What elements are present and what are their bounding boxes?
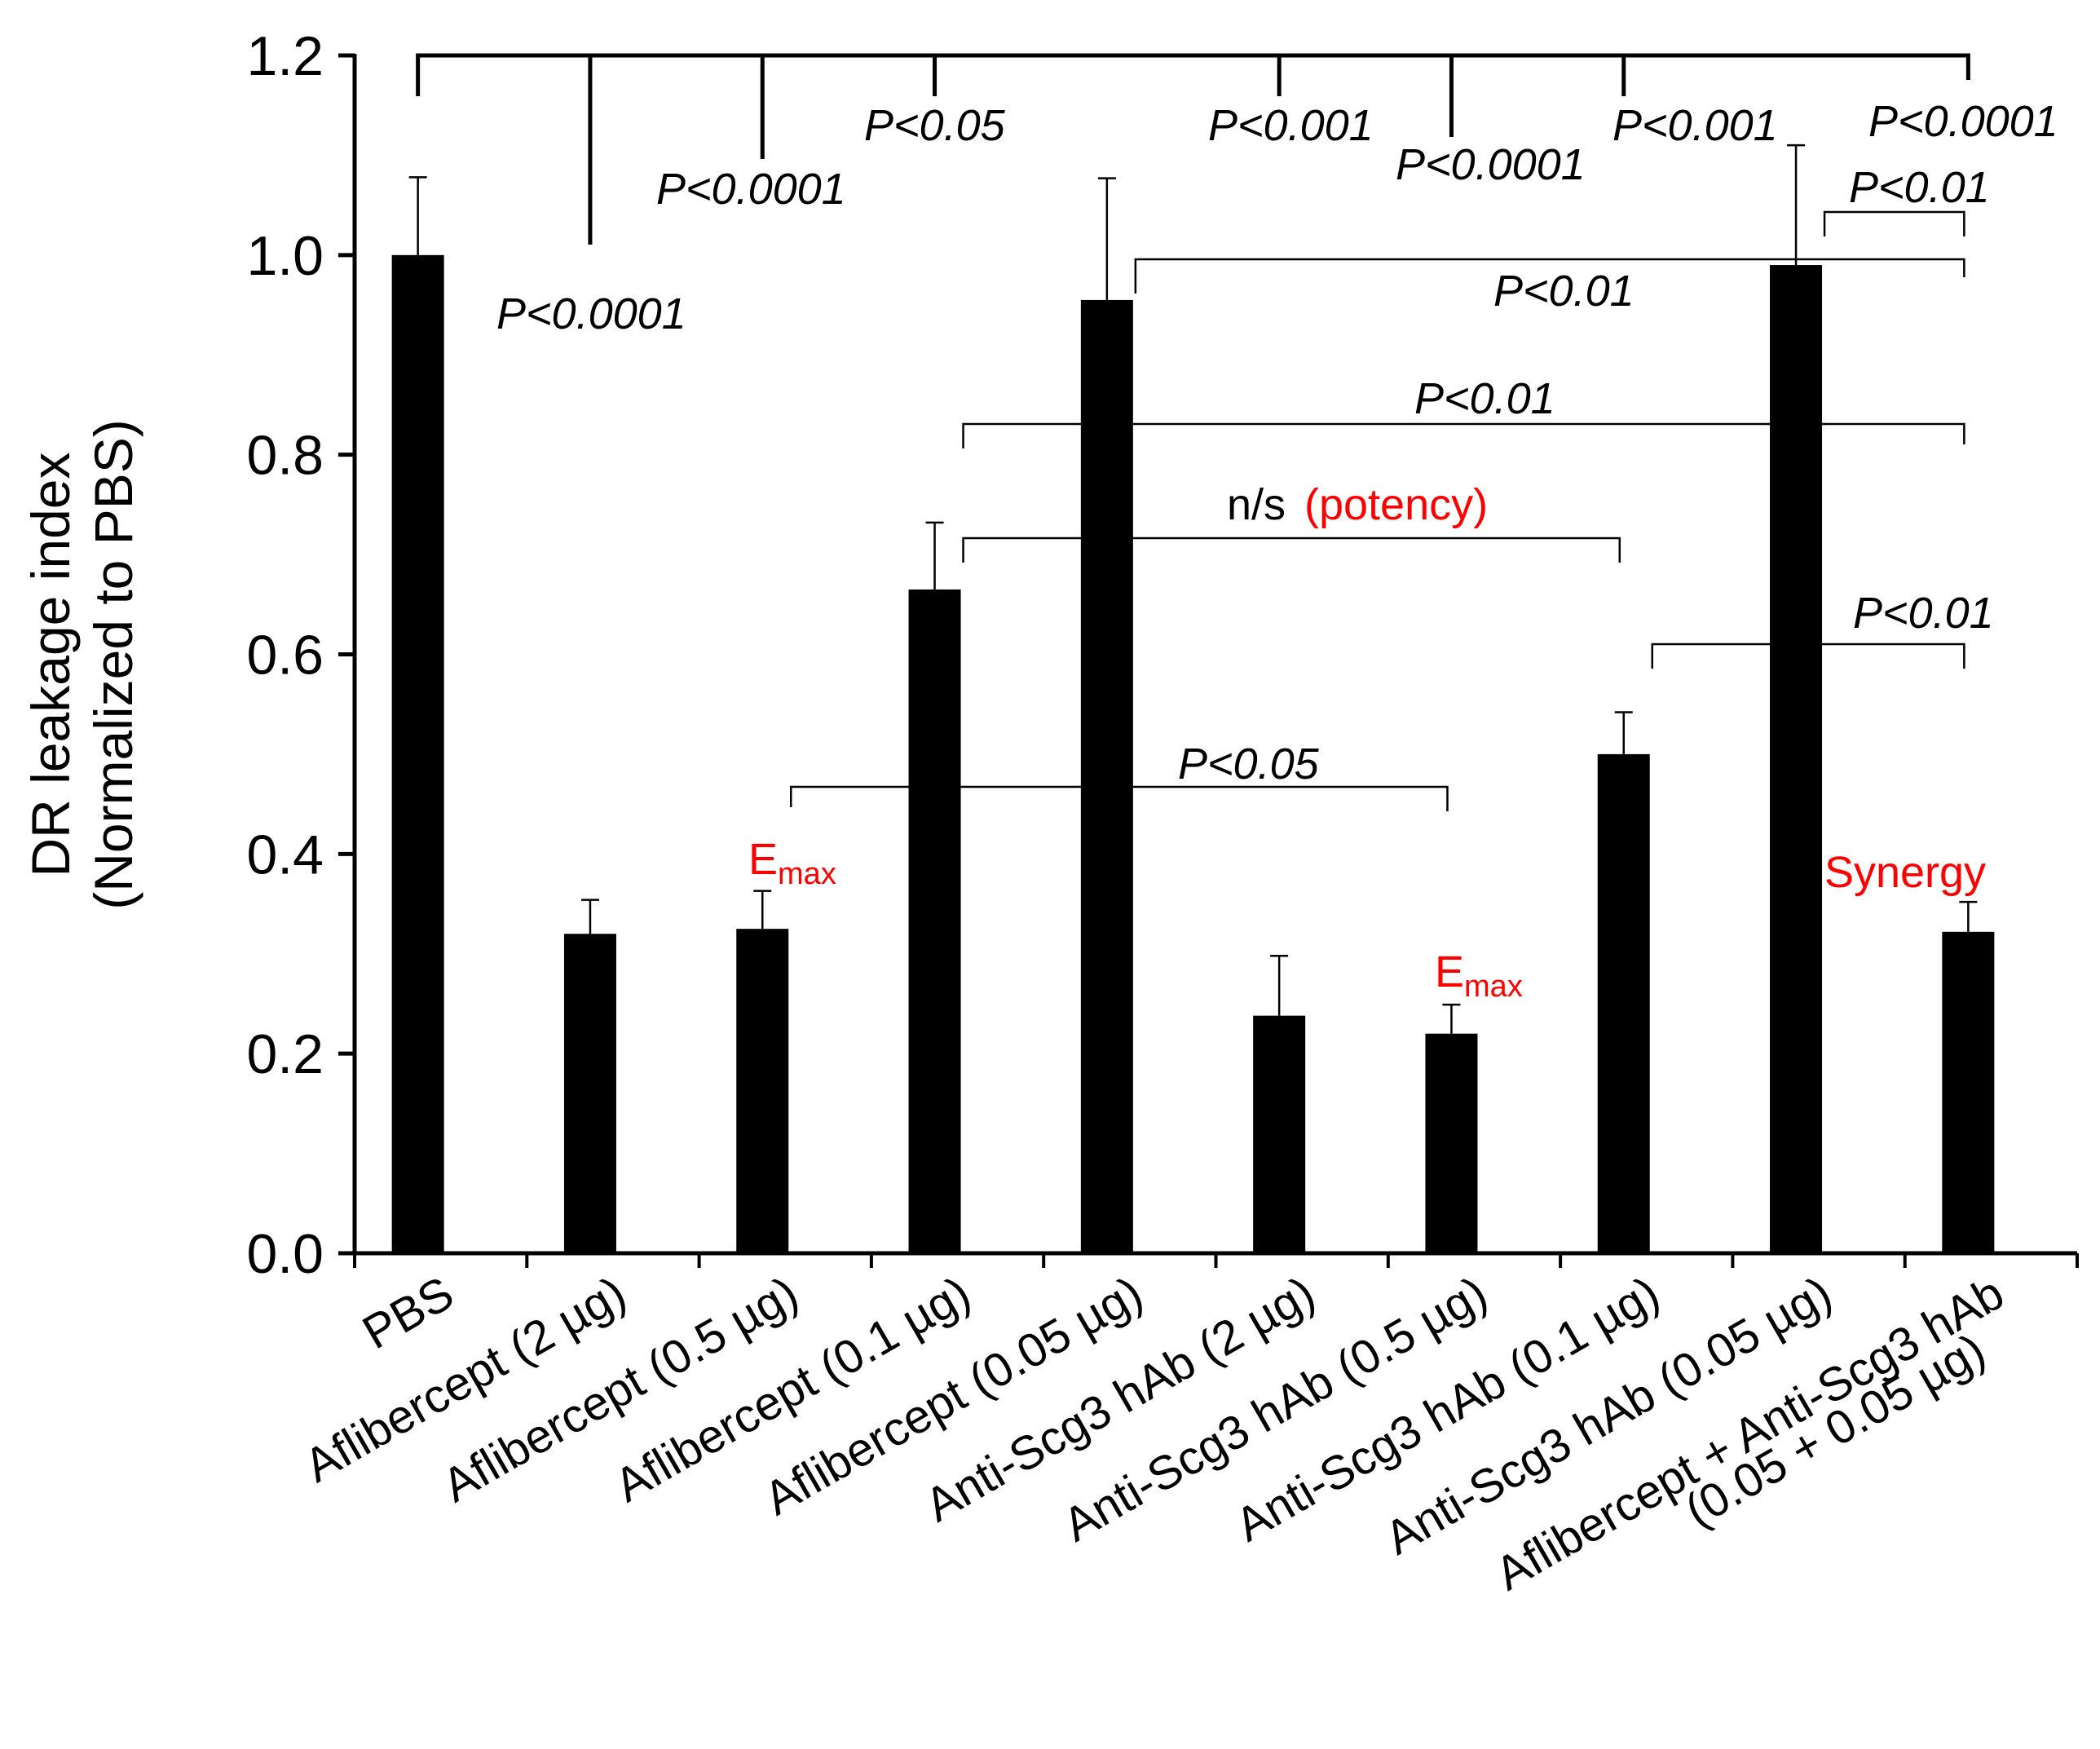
bracket-aflib-05-vs-scg3-05 [790,785,1449,811]
y-tick-label: 0.2 [246,1023,324,1085]
bracket-scg3-005-vs-combo [1823,210,1965,236]
p-label-aflib-005-vs-combo: P<0.01 [1493,267,1635,316]
p-label-combo: P<0.0001 [1868,97,2058,146]
significance-brackets [416,53,1970,811]
y-axis-label-line2: (Normalized to PBS) [83,419,143,910]
bars [391,254,1995,1254]
bar [1597,753,1650,1253]
p-label-scg3-01-vs-combo: P<0.01 [1853,589,1994,638]
bracket-aflib-01-vs-combo [962,422,1965,448]
y-tick-label: 0.6 [246,625,324,687]
potency-label: (potency) [1304,480,1488,529]
bar [908,589,961,1253]
bar [1425,1033,1478,1253]
bracket-aflib-01-vs-scg3-01 [962,537,1621,563]
p-label-aflib-05-vs-scg3-05: P<0.05 [1178,740,1320,788]
bar [1253,1015,1306,1253]
bracket-aflib-005-vs-combo [1134,258,1965,294]
y-axis-label-line1: DR leakage index [20,453,81,877]
y-tick-label: 1.0 [246,225,324,287]
bar [1942,931,1995,1253]
p-label-aflib-2: P<0.0001 [496,289,686,338]
emax-subscript: max [778,857,836,891]
p-label-scg3-01: P<0.001 [1612,101,1778,150]
bar [1080,299,1133,1253]
bar [391,254,444,1253]
y-tick-label: 0.0 [246,1223,324,1285]
bracket-scg3-01-vs-combo [1651,643,1965,669]
p-label-scg3-2: P<0.001 [1208,101,1374,150]
emax-label-aflibercept: Emax [748,835,836,891]
emax-subscript: max [1464,969,1523,1004]
p-label-aflib-05: P<0.0001 [656,165,846,214]
top-bracket [416,53,1970,96]
p-label-scg3-005-vs-combo: P<0.01 [1849,163,1990,212]
y-tick-label: 0.8 [246,425,324,487]
p-label-aflib-01-vs-combo: P<0.01 [1414,374,1555,423]
emax-main: E [748,835,778,884]
y-tick-label: 1.2 [246,25,324,87]
emax-main: E [1435,947,1464,996]
synergy-label: Synergy [1824,848,1986,897]
bar [736,929,789,1253]
bar [1770,265,1823,1254]
emax-label-scg3: Emax [1435,947,1523,1004]
category-label: PBS [354,1266,462,1359]
ns-label: n/s [1227,480,1286,529]
y-tick-label: 0.4 [246,824,324,886]
p-label-scg3-05: P<0.0001 [1396,140,1586,189]
p-label-aflib-01: P<0.05 [864,101,1006,150]
error-bars [408,144,1978,1034]
bar [563,934,616,1253]
y-tick-labels: 0.0 0.2 0.4 0.6 0.8 1.0 1.2 [246,25,324,1285]
